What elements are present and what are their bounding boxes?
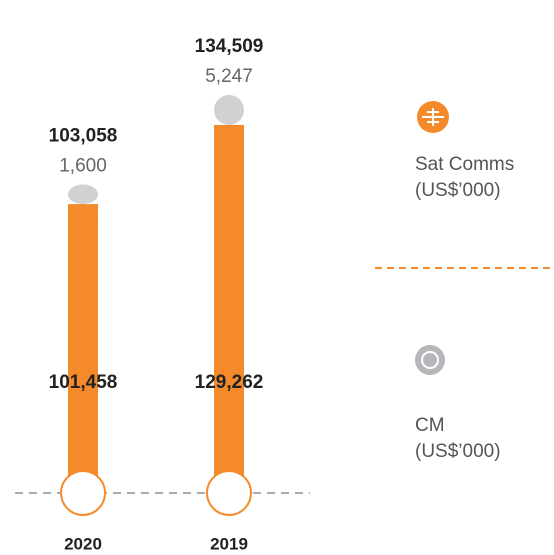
total-label: 134,509 [195, 36, 264, 57]
value-label: 5,247 [205, 66, 253, 87]
legend-unit: (US$’000) [415, 180, 501, 201]
x-tick-label: 2019 [210, 534, 248, 553]
value-label: 101,458 [49, 372, 118, 393]
legend-label: CM [415, 415, 445, 436]
x-tick-label: 2020 [64, 534, 102, 553]
satellite-icon [422, 108, 444, 126]
legend-unit: (US$’000) [415, 441, 501, 462]
bar-segment-cap [214, 124, 244, 493]
globe-icon [421, 351, 439, 369]
bar-segment [214, 95, 244, 125]
bar-segment [68, 184, 98, 205]
total-label: 103,058 [49, 126, 118, 147]
legend: Sat Comms (US$’000) CM (US$’000) [415, 101, 514, 462]
value-label: 1,600 [59, 156, 107, 177]
bar-base [60, 470, 106, 516]
value-label: 129,262 [195, 372, 264, 393]
bar-base [206, 470, 252, 516]
legend-icon [415, 345, 445, 375]
legend-label: Sat Comms [415, 154, 514, 175]
bar-segment-cap [68, 204, 98, 493]
